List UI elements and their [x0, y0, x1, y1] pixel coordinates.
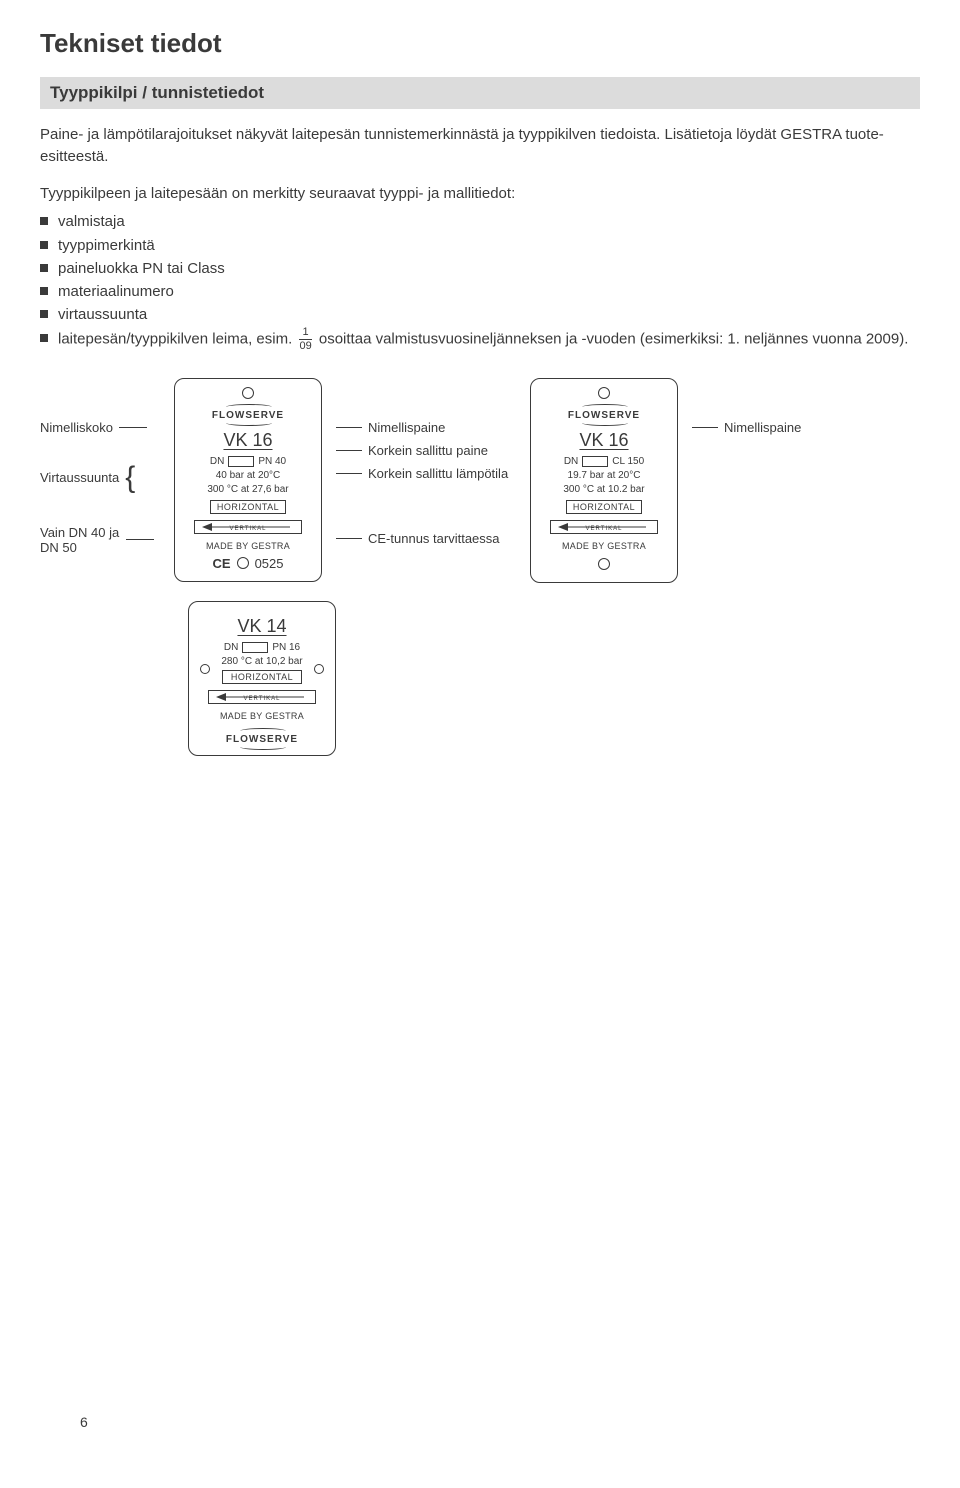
hole-icon	[598, 558, 610, 570]
bullet-item: virtaussuunta	[40, 303, 920, 326]
horizontal-box: HORIZONTAL	[566, 500, 642, 514]
hole-icon	[598, 387, 610, 399]
bullet-item: materiaalinumero	[40, 280, 920, 303]
spec-line: 300 °C at 27,6 bar	[207, 484, 288, 495]
brace-icon: {	[125, 463, 135, 493]
spec-line: 40 bar at 20°C	[216, 470, 281, 481]
maker-label: MADE BY GESTRA	[206, 541, 290, 551]
left-labels: Nimelliskoko Virtaussuunta { Vain DN 40 …	[40, 378, 160, 555]
nameplate-vk14-wrap: VK 14 DNPN 16 280 °C at 10,2 bar HORIZON…	[188, 601, 920, 756]
ce-number: 0525	[255, 556, 284, 571]
svg-text:VERTIKAL: VERTIKAL	[586, 526, 623, 532]
model-label: VK 16	[223, 430, 272, 451]
bullet-6-post: osoittaa valmistusvuosineljänneksen ja -…	[319, 330, 909, 347]
fraction-num: 1	[299, 327, 311, 340]
arrow-box: VERTIKAL	[208, 690, 316, 704]
list-intro: Tyyppikilpeen ja laitepesään on merkitty…	[40, 183, 920, 205]
nameplate-vk16-cl150: FLOWSERVE VK 16 DNCL 150 19.7 bar at 20°…	[530, 378, 678, 583]
ce-row: CE 0525	[213, 556, 284, 571]
label-nominal-size: Nimelliskoko	[40, 420, 160, 435]
bullet-item: tyyppimerkintä	[40, 234, 920, 257]
hole-icon	[200, 664, 210, 674]
label-nominal-pressure: Nimellispaine	[336, 420, 516, 435]
arrow-left-icon: VERTIKAL	[554, 522, 654, 532]
brand-logo: FLOWSERVE	[226, 728, 298, 745]
hole-icon	[314, 664, 324, 674]
nameplate-vk16-pn40: FLOWSERVE VK 16 DNPN 40 40 bar at 20°C 3…	[174, 378, 322, 582]
maker-label: MADE BY GESTRA	[562, 541, 646, 551]
dn-row: DNPN 16	[224, 642, 300, 653]
label-nominal-pressure: Nimellispaine	[692, 420, 802, 435]
mid-labels: Nimellispaine Korkein sallittu paine Kor…	[336, 378, 516, 546]
brand-logo: FLOWSERVE	[212, 404, 284, 421]
bullet-item: valmistaja	[40, 210, 920, 233]
label-flow-direction: Virtaussuunta {	[40, 463, 160, 493]
arrow-left-icon: VERTIKAL	[198, 522, 298, 532]
dn-row: DNPN 40	[210, 456, 286, 467]
label-max-pressure: Korkein sallittu paine	[336, 443, 516, 458]
nameplate-vk14: VK 14 DNPN 16 280 °C at 10,2 bar HORIZON…	[188, 601, 336, 756]
dn-row: DNCL 150	[564, 456, 644, 467]
hole-icon	[237, 557, 249, 569]
label-max-temp: Korkein sallittu lämpötila	[336, 466, 516, 481]
arrow-box: VERTIKAL	[550, 520, 658, 534]
horizontal-box: HORIZONTAL	[210, 500, 286, 514]
model-label: VK 14	[237, 616, 286, 637]
maker-label: MADE BY GESTRA	[220, 711, 304, 721]
intro-text: Paine- ja lämpötilarajoitukset näkyvät l…	[40, 124, 920, 168]
ce-mark-icon: CE	[213, 556, 231, 571]
svg-text:VERTIKAL: VERTIKAL	[244, 696, 281, 702]
nameplate-diagram: Nimelliskoko Virtaussuunta { Vain DN 40 …	[40, 378, 920, 583]
arrow-box: VERTIKAL	[194, 520, 302, 534]
fraction-den: 09	[299, 340, 311, 352]
hole-icon	[242, 387, 254, 399]
label-dn-note: Vain DN 40 ja DN 50	[40, 525, 160, 555]
svg-text:VERTIKAL: VERTIKAL	[230, 526, 267, 532]
label-ce: CE-tunnus tarvittaessa	[336, 531, 516, 546]
horizontal-box: HORIZONTAL	[222, 670, 302, 684]
model-label: VK 16	[579, 430, 628, 451]
bullet-list: valmistaja tyyppimerkintä paineluokka PN…	[40, 210, 920, 351]
arrow-left-icon: VERTIKAL	[212, 692, 312, 702]
brand-logo: FLOWSERVE	[568, 404, 640, 421]
right-labels: Nimellispaine	[692, 378, 802, 435]
page-title: Tekniset tiedot	[40, 28, 920, 59]
spec-line: 300 °C at 10.2 bar	[563, 484, 644, 495]
bullet-item: paineluokka PN tai Class	[40, 257, 920, 280]
spec-line: 19.7 bar at 20°C	[568, 470, 641, 481]
subtitle-bar: Tyyppikilpi / tunnistetiedot	[40, 77, 920, 109]
page-number: 6	[80, 1414, 88, 1430]
bullet-item: laitepesän/tyyppikilven leima, esim. 1 0…	[40, 327, 920, 352]
bullet-6-pre: laitepesän/tyyppikilven leima, esim.	[58, 330, 292, 347]
fraction-mark: 1 09	[299, 327, 311, 352]
